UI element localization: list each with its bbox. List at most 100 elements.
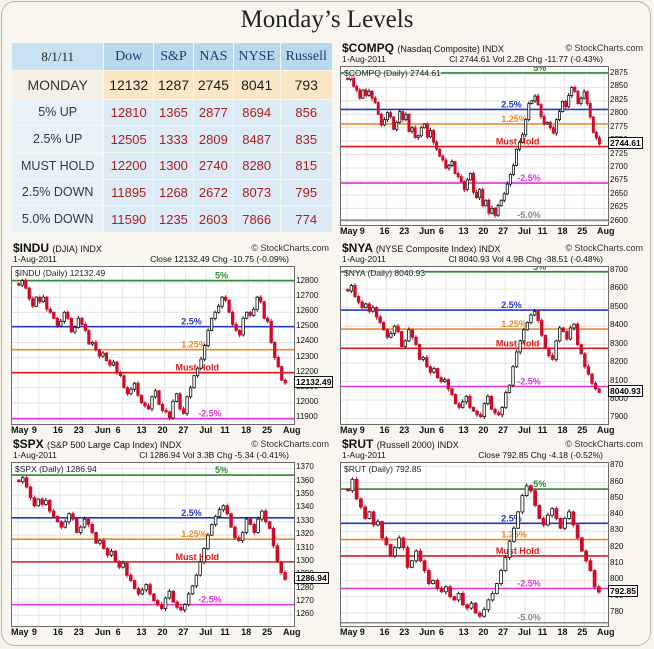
candle [459,176,463,182]
candle [346,289,350,292]
level-label: 5% [533,479,546,489]
candle [231,311,235,325]
candle [508,174,512,185]
candle [392,547,397,557]
candle [111,361,116,366]
candle [358,89,362,99]
x-tick-label: 11 [220,627,230,637]
candle [167,411,172,419]
table-cell: 1300 [152,151,194,180]
x-tick-label: 23 [399,425,410,435]
candle [52,311,56,319]
candle [432,130,436,143]
candle [410,329,415,338]
candle [450,388,454,395]
candle [579,344,583,355]
candle [545,121,549,125]
y-tick-label: 2700 [610,162,628,172]
candle [475,191,479,198]
candle [41,296,45,303]
y-tick-label: 840 [610,509,624,519]
candle [401,111,405,121]
chart-symbol: $COMPQ (Nasdaq Composite) INDX [342,41,504,55]
x-tick-label: Aug [597,226,615,236]
candle [367,303,372,312]
table-row: 2.5% DOWN 11895 1268 2672 8073 795 [10,178,333,207]
x-tick-label: 25 [577,627,588,637]
candle [206,534,210,549]
candle [376,102,380,115]
candle [502,193,506,201]
candle [439,377,443,382]
candle [438,148,442,157]
y-tick-label: 7900 [610,412,628,422]
candle [102,540,106,549]
candle [576,90,580,104]
y-tick-label: 12600 [296,306,319,316]
candle [575,524,580,539]
x-tick-label: 27 [498,425,509,435]
chart-symbol: $RUT (Russell 2000) INDX [342,437,459,451]
candle [386,112,389,121]
candle [444,159,448,169]
candle [493,207,497,216]
candle [260,510,264,520]
x-tick-label: Jul [517,226,531,236]
x-tick-label: 9 [31,425,37,435]
candle [457,403,461,408]
candle [536,310,540,321]
row-label: 5% UP [10,98,105,127]
inner-label: $INDU (Daily) 12132.49 [15,268,106,278]
candle [558,327,562,342]
y-tick-label: 1350 [296,489,314,499]
candle [375,521,380,526]
candle [266,317,270,322]
candle [136,382,140,396]
candle [540,320,544,336]
candle [202,548,206,563]
x-tick-label: 20 [157,627,168,637]
candle [213,311,217,319]
candle [179,606,183,611]
candle [227,299,231,313]
candle [409,560,414,568]
candle [447,164,451,169]
candle [388,544,393,557]
y-tick-label: 12300 [296,351,319,361]
candle [592,570,597,588]
chart-stats: Close 12132.49 Chg -10.75 (-0.09%) [150,254,289,264]
y-tick-label: 1370 [296,462,314,472]
candle [400,331,404,347]
y-tick-label: 8400 [610,320,628,330]
candle [573,87,577,92]
x-tick-label: 11 [537,425,548,435]
current-value-box: 12132.49 [294,375,334,388]
y-tick-label: 2600 [610,215,628,225]
candle [443,379,447,382]
candle [69,317,73,333]
candle [385,329,389,338]
candle [143,402,147,407]
candle [267,521,272,529]
candle [346,77,350,80]
table-cell: 2745 [192,70,234,100]
candle [190,585,195,595]
x-tick-label: May [11,425,29,435]
candle [468,173,472,181]
x-tick-label: 13 [136,627,147,637]
candle [356,296,361,303]
candle [374,307,379,318]
candle [132,382,137,390]
x-tick-label: Aug [283,425,301,435]
candle [98,540,102,544]
candle [392,116,396,130]
level-label: Must Hold [176,552,220,562]
candle [382,119,386,126]
candle [55,317,59,327]
candle [579,97,583,104]
candle [521,134,525,143]
level-label: 1.25% [501,319,527,329]
candle [82,518,87,528]
candle [511,366,515,386]
candle [539,104,543,117]
